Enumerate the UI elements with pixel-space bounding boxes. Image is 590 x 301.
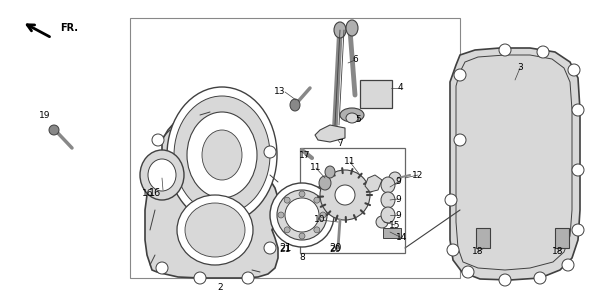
Ellipse shape — [335, 185, 355, 205]
Ellipse shape — [462, 266, 474, 278]
Text: 9: 9 — [395, 194, 401, 203]
Text: 3: 3 — [517, 64, 523, 73]
Bar — [476, 228, 490, 248]
Bar — [130, 18, 460, 278]
Ellipse shape — [534, 272, 546, 284]
Text: 2: 2 — [217, 284, 223, 293]
Text: FR.: FR. — [60, 23, 78, 33]
Ellipse shape — [49, 125, 59, 135]
Bar — [300, 148, 405, 253]
Ellipse shape — [334, 22, 346, 38]
Bar — [383, 228, 401, 238]
Ellipse shape — [242, 272, 254, 284]
Ellipse shape — [325, 166, 335, 178]
Text: 10: 10 — [314, 216, 326, 225]
Text: 21: 21 — [279, 243, 291, 253]
Ellipse shape — [572, 224, 584, 236]
Ellipse shape — [568, 64, 580, 76]
Text: 18: 18 — [472, 247, 484, 256]
Text: 4: 4 — [397, 83, 403, 92]
Ellipse shape — [340, 108, 364, 122]
Ellipse shape — [270, 183, 334, 247]
Text: 20: 20 — [329, 246, 340, 255]
Polygon shape — [450, 48, 580, 280]
Ellipse shape — [562, 259, 574, 271]
Text: 16: 16 — [142, 188, 154, 197]
Ellipse shape — [156, 262, 168, 274]
Text: 6: 6 — [352, 55, 358, 64]
Ellipse shape — [140, 150, 184, 200]
Text: 11: 11 — [310, 163, 322, 172]
Ellipse shape — [299, 233, 305, 239]
Ellipse shape — [264, 146, 276, 158]
Ellipse shape — [445, 194, 457, 206]
Text: 19: 19 — [40, 110, 51, 119]
Text: 8: 8 — [299, 253, 305, 262]
Bar — [555, 228, 569, 248]
Text: 18: 18 — [552, 247, 564, 256]
Text: 17: 17 — [299, 150, 311, 160]
Ellipse shape — [346, 113, 358, 123]
Text: 11: 11 — [344, 157, 356, 166]
Ellipse shape — [177, 195, 253, 265]
Ellipse shape — [284, 197, 290, 203]
Ellipse shape — [454, 69, 466, 81]
Polygon shape — [315, 125, 345, 142]
Ellipse shape — [319, 176, 331, 190]
Ellipse shape — [290, 99, 300, 111]
Bar — [360, 80, 392, 108]
Ellipse shape — [264, 242, 276, 254]
Text: 21: 21 — [279, 246, 291, 255]
Ellipse shape — [537, 46, 549, 58]
Polygon shape — [145, 112, 278, 278]
Ellipse shape — [187, 112, 257, 198]
Ellipse shape — [376, 216, 388, 228]
Ellipse shape — [572, 164, 584, 176]
Text: 9: 9 — [395, 178, 401, 187]
Text: 15: 15 — [389, 221, 401, 229]
Ellipse shape — [381, 177, 395, 193]
Polygon shape — [365, 175, 382, 192]
Ellipse shape — [285, 198, 319, 232]
Ellipse shape — [277, 190, 327, 240]
Ellipse shape — [202, 130, 242, 180]
Ellipse shape — [314, 227, 320, 233]
Ellipse shape — [381, 207, 395, 223]
Text: 20: 20 — [329, 243, 341, 253]
Ellipse shape — [499, 44, 511, 56]
Ellipse shape — [572, 104, 584, 116]
Ellipse shape — [320, 212, 326, 218]
Ellipse shape — [278, 212, 284, 218]
Text: 12: 12 — [412, 170, 424, 179]
Ellipse shape — [454, 134, 466, 146]
Ellipse shape — [314, 197, 320, 203]
Ellipse shape — [152, 134, 164, 146]
Ellipse shape — [381, 192, 395, 208]
Text: 14: 14 — [396, 234, 408, 243]
Ellipse shape — [346, 20, 358, 36]
Ellipse shape — [167, 87, 277, 223]
Ellipse shape — [499, 274, 511, 286]
Text: 9: 9 — [395, 210, 401, 219]
Ellipse shape — [447, 244, 459, 256]
Ellipse shape — [299, 191, 305, 197]
Ellipse shape — [320, 170, 370, 220]
Ellipse shape — [194, 272, 206, 284]
Text: 13: 13 — [274, 88, 286, 97]
Ellipse shape — [389, 172, 401, 184]
Text: 5: 5 — [355, 116, 361, 125]
Text: 7: 7 — [337, 138, 343, 147]
Text: 16: 16 — [149, 188, 161, 198]
Ellipse shape — [174, 96, 270, 214]
Ellipse shape — [148, 159, 176, 191]
Ellipse shape — [185, 203, 245, 257]
Ellipse shape — [284, 227, 290, 233]
